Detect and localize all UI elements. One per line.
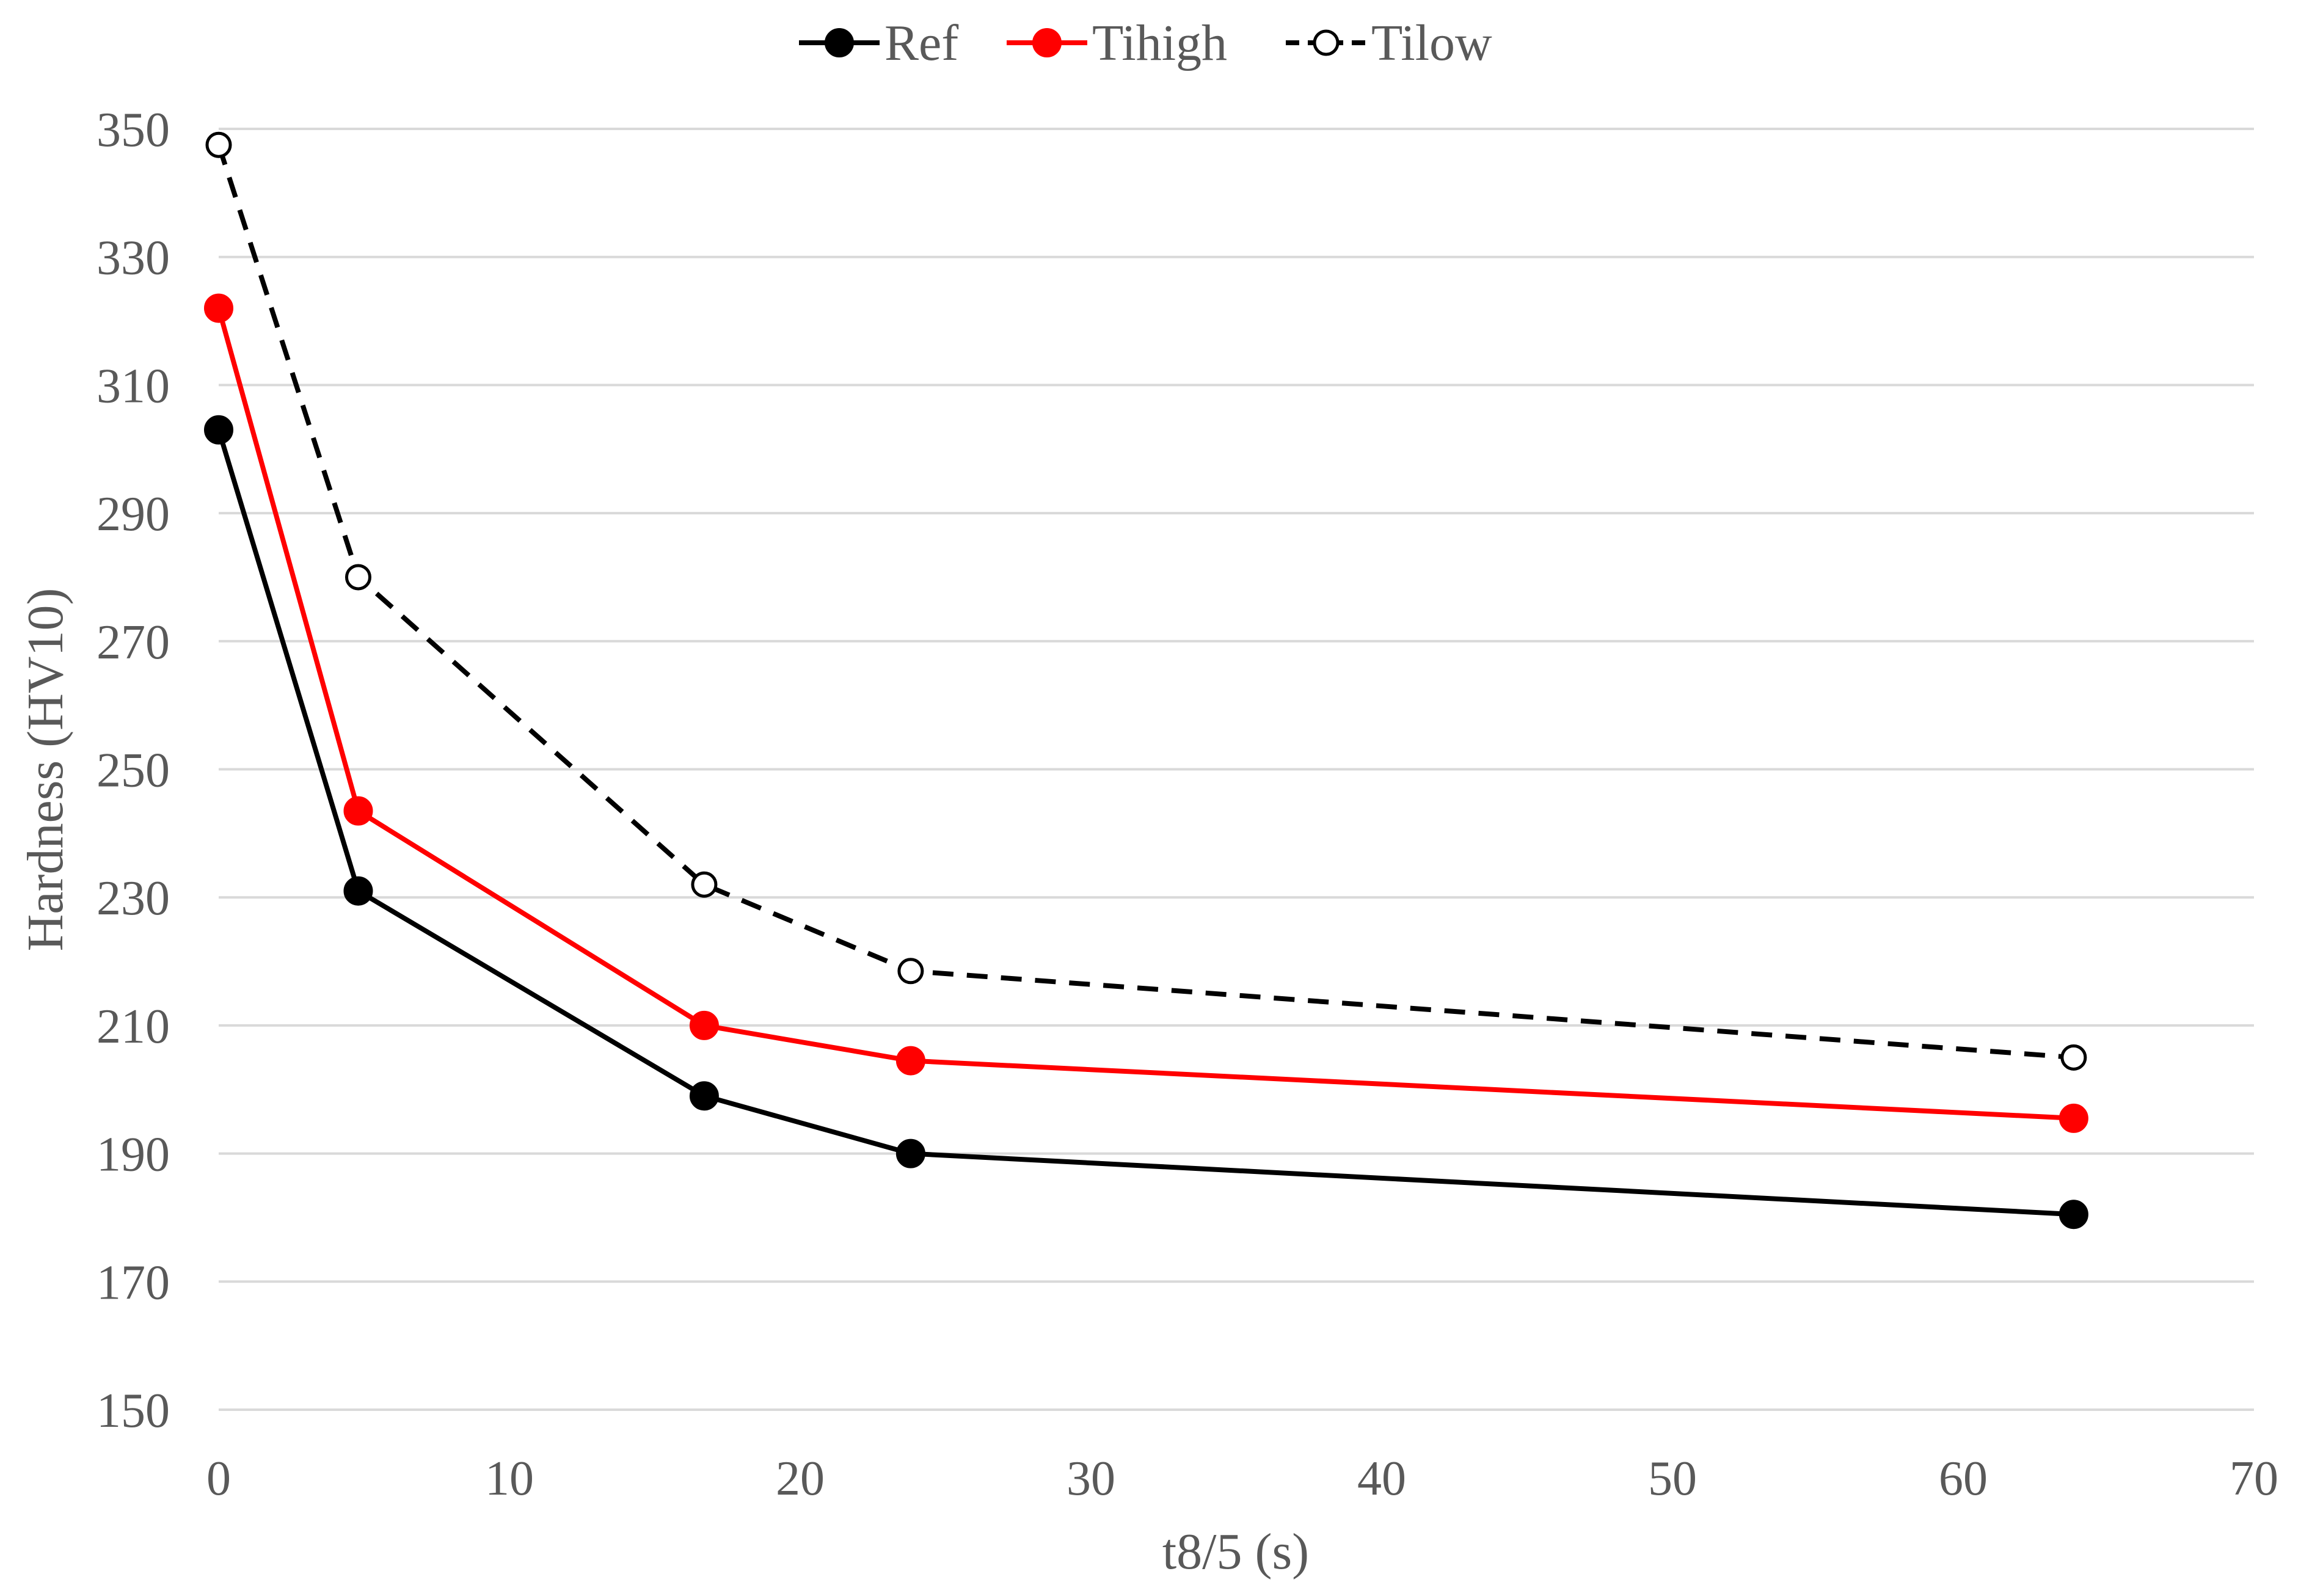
legend-marker-tihigh [1032,28,1062,57]
legend-label-tilow: Tilow [1371,15,1492,71]
x-tick-label: 10 [485,1452,534,1506]
x-axis-title: t8/5 (s) [1162,1523,1309,1580]
series-tihigh [204,293,2088,1133]
legend-marker-ref [825,28,854,57]
y-tick-label: 230 [97,872,170,925]
legend-label-tihigh: Tihigh [1092,15,1227,71]
x-axis-ticks: 0 10 20 30 40 50 60 70 [206,1452,2278,1506]
series-ref [204,415,2088,1230]
y-tick-label: 150 [97,1384,170,1438]
y-tick-label: 170 [97,1256,170,1310]
data-point-tilow [205,131,232,158]
data-point-tilow [897,958,924,985]
y-axis-ticks: 150 170 190 210 230 250 270 290 310 330 350 [97,103,170,1438]
data-point-tihigh [895,1046,925,1076]
data-point-tihigh [689,1010,719,1040]
legend-item-tilow: Tilow [1286,15,1492,71]
data-point-ref [689,1081,719,1111]
y-tick-label: 190 [97,1128,170,1182]
y-tick-label: 290 [97,487,170,541]
legend-label-ref: Ref [884,15,958,71]
data-point-ref [204,415,233,445]
x-tick-label: 40 [1357,1452,1406,1506]
x-tick-label: 0 [206,1452,231,1506]
data-point-tilow [345,564,371,591]
data-point-tihigh [2059,1103,2088,1133]
data-point-ref [343,876,373,906]
data-point-ref [895,1139,925,1168]
data-point-tihigh [343,796,373,826]
data-point-ref [2059,1200,2088,1230]
legend-marker-tilow [1313,29,1340,56]
data-point-tilow [691,871,718,898]
y-tick-label: 270 [97,616,170,669]
data-point-tilow [2060,1044,2087,1071]
gridlines [219,128,2254,1411]
x-tick-label: 60 [1939,1452,1988,1506]
y-tick-label: 210 [97,1000,170,1054]
x-tick-label: 50 [1648,1452,1697,1506]
x-tick-label: 20 [776,1452,825,1506]
series-tilow [205,131,2087,1071]
x-tick-label: 70 [2230,1452,2278,1506]
data-point-tihigh [204,293,233,323]
series-group [204,131,2088,1230]
legend-item-tihigh: Tihigh [1007,15,1227,71]
y-tick-label: 250 [97,744,170,798]
x-tick-label: 30 [1067,1452,1115,1506]
y-axis-title: Hardness (HV10) [17,588,74,952]
legend-item-ref: Ref [799,15,958,71]
y-tick-label: 310 [97,359,170,413]
y-tick-label: 350 [97,103,170,157]
y-tick-label: 330 [97,231,170,285]
legend: Ref Tihigh Tilow [799,15,1492,71]
